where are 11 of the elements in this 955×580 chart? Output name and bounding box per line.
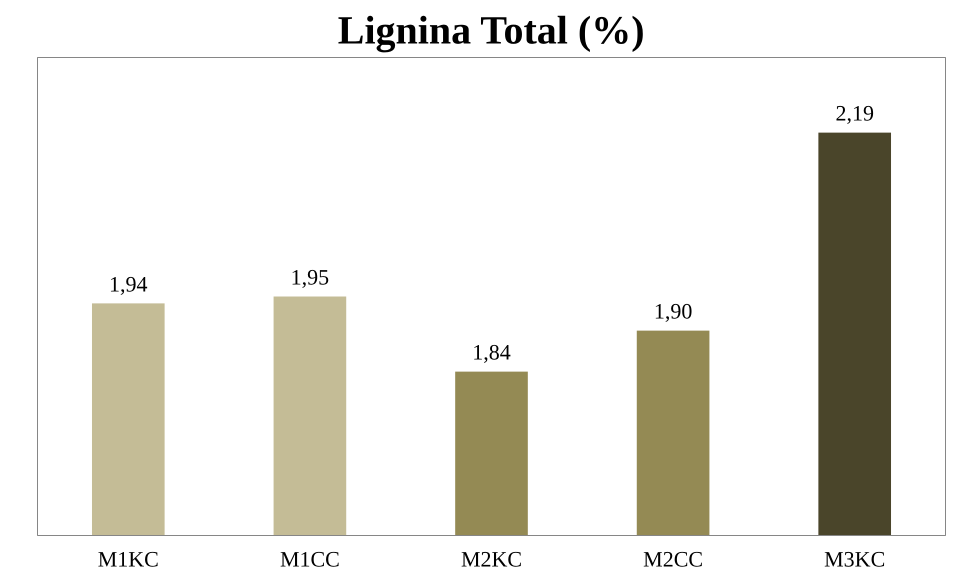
data-label: 1,90 (654, 298, 692, 324)
data-label: 1,95 (290, 264, 330, 290)
x-tick-label: M1KC (98, 546, 159, 572)
data-label: 1,94 (109, 271, 148, 296)
x-tick-label: M1CC (280, 546, 340, 572)
data-label: 2,19 (835, 100, 874, 126)
x-tick-label: M2KC (460, 546, 522, 572)
chart-title: Lignina Total (%) (338, 8, 645, 52)
x-tick-label: M3KC (824, 546, 886, 572)
data-label: 1,84 (472, 340, 511, 365)
x-tick-label: M2CC (643, 546, 704, 572)
